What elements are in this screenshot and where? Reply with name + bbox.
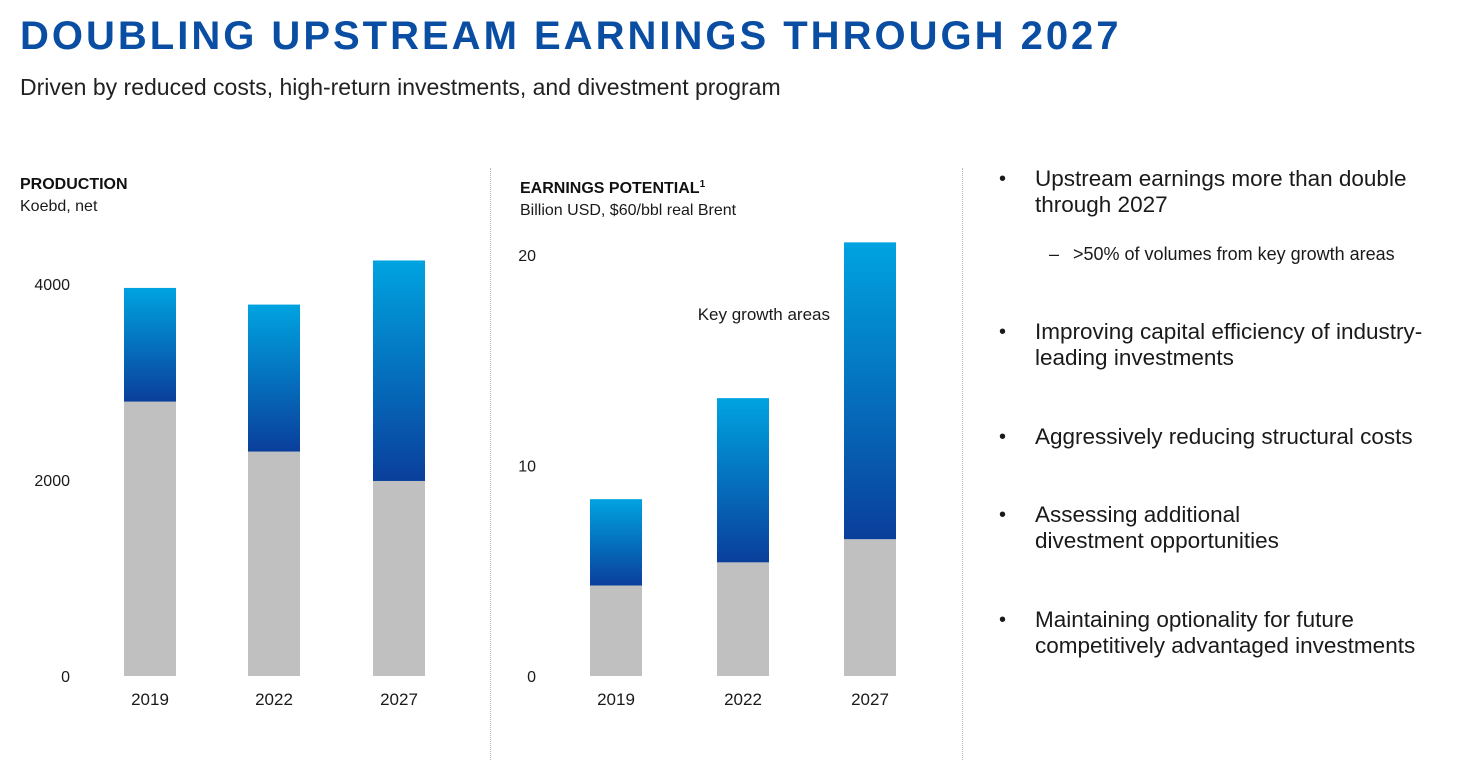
earnings-chart-header: EARNINGS POTENTIAL1 Billion USD, $60/bbl… [520, 174, 736, 222]
page-subtitle: Driven by reduced costs, high-return inv… [20, 74, 781, 100]
production-chart-unit: Koebd, net [20, 198, 98, 215]
y-tick-label: 0 [61, 669, 70, 686]
bullet-text: Assessing additional divestment opportun… [1035, 502, 1279, 553]
earnings-footnote-marker: 1 [699, 179, 706, 190]
divider-left [490, 168, 491, 760]
bar-segment-base [844, 539, 896, 676]
bar-segment-growth [373, 260, 425, 481]
bullet-item: Maintaining optionality for future compe… [995, 607, 1445, 659]
bar-segment-growth [844, 242, 896, 540]
x-category-label: 2019 [131, 690, 169, 709]
bullet-text: Maintaining optionality for future compe… [1035, 607, 1416, 658]
bar-segment-growth [590, 499, 642, 586]
bar-segment-base [590, 585, 642, 676]
earnings-chart-title: EARNINGS POTENTIAL [520, 180, 700, 197]
x-category-label: 2019 [597, 690, 635, 709]
bullet-text: Improving capital efficiency of industry… [1035, 319, 1423, 370]
bullet-item: Upstream earnings more than double throu… [995, 166, 1455, 266]
x-category-label: 2022 [255, 690, 293, 709]
key-growth-areas-annotation: Key growth areas [698, 305, 830, 324]
earnings-chart-title-wrap: EARNINGS POTENTIAL1 [520, 174, 736, 200]
bar-segment-growth [717, 398, 769, 563]
production-chart-title: PRODUCTION [20, 176, 128, 193]
earnings-chart: 0 10 20 2019 2022 2027 Key growth areas [518, 242, 896, 709]
bullet-item: Aggressively reducing structural costs [995, 424, 1455, 450]
page-title: DOUBLING UPSTREAM EARNINGS THROUGH 2027 [20, 14, 1122, 58]
bar-segment-base [717, 562, 769, 676]
y-tick-label: 20 [518, 248, 536, 265]
production-chart: 0 2000 4000 2019 2022 2027 [34, 260, 425, 709]
x-category-label: 2022 [724, 690, 762, 709]
y-tick-label: 2000 [34, 473, 70, 490]
bullet-text: Upstream earnings more than double throu… [1035, 166, 1407, 217]
divider-right [962, 168, 963, 760]
production-chart-header: PRODUCTION Koebd, net [20, 174, 128, 218]
sub-bullet-item: >50% of volumes from key growth areas [995, 242, 1455, 266]
x-category-label: 2027 [380, 690, 418, 709]
y-tick-label: 4000 [34, 277, 70, 294]
bar-segment-growth [124, 287, 176, 402]
bullet-text: Aggressively reducing structural costs [1035, 424, 1413, 449]
x-category-label: 2027 [851, 690, 889, 709]
bar-segment-growth [248, 304, 300, 452]
bullet-list: Upstream earnings more than double throu… [995, 166, 1455, 659]
y-tick-label: 0 [527, 669, 536, 686]
bullet-item: Assessing additional divestment opportun… [995, 502, 1305, 554]
bar-segment-base [124, 401, 176, 676]
bullet-item: Improving capital efficiency of industry… [995, 319, 1445, 371]
bar-segment-base [373, 480, 425, 676]
y-tick-label: 10 [518, 459, 536, 476]
bar-segment-base [248, 451, 300, 676]
earnings-chart-unit: Billion USD, $60/bbl real Brent [520, 202, 737, 219]
